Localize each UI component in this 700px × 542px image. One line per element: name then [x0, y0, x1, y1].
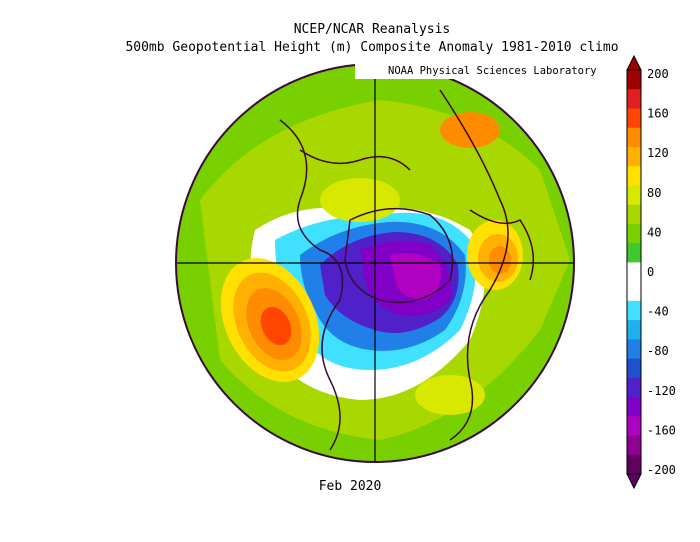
colorbar-tick-label: 0 — [647, 265, 654, 279]
colorbar-band — [627, 185, 641, 206]
chart-title: NCEP/NCAR Reanalysis — [293, 22, 451, 37]
colorbar-band — [627, 204, 641, 225]
colorbar-tick-label: -40 — [647, 305, 669, 319]
colorbar-band — [627, 89, 641, 109]
colorbar-band — [627, 358, 641, 379]
colorbar-band — [627, 166, 641, 186]
colorbar-tick-label: 80 — [647, 186, 661, 200]
colorbar-tick-label: 40 — [647, 225, 661, 239]
colorbar-band — [627, 243, 641, 263]
colorbar-band — [627, 300, 641, 321]
colorbar-tick-label: -160 — [647, 423, 676, 437]
colorbar-band — [627, 262, 641, 283]
colorbar-band — [627, 416, 641, 437]
colorbar-band — [627, 339, 641, 360]
colorbar-top-arrow — [626, 54, 642, 71]
chart-subtitle: 500mb Geopotential Height (m) Composite … — [125, 40, 619, 55]
colorbar-tick-label: 160 — [647, 107, 669, 121]
colorbar-tick-label: 120 — [647, 146, 669, 160]
colorbar-tick-label: -80 — [647, 344, 669, 358]
colorbar-band — [627, 397, 641, 417]
colorbar-band — [627, 127, 641, 148]
colorbar-band — [627, 435, 641, 456]
anomaly-field — [176, 64, 574, 462]
date-label: Feb 2020 — [318, 479, 382, 494]
colorbar-bottom-arrow — [626, 473, 642, 490]
colorbar-band — [627, 108, 641, 129]
colorbar-band — [627, 320, 641, 340]
colorbar-tick-label: -120 — [647, 384, 676, 398]
colorbar-band — [627, 223, 641, 244]
credit-label: NOAA Physical Sciences Laboratory — [355, 63, 597, 79]
colorbar-band — [627, 146, 641, 167]
colorbar-band — [627, 70, 641, 90]
colorbar-band — [627, 377, 641, 398]
colorbar-band — [627, 454, 641, 475]
colorbar-band — [627, 281, 641, 302]
colorbar-tick-label: 200 — [647, 67, 669, 81]
colorbar-tick-label: -200 — [647, 463, 676, 477]
